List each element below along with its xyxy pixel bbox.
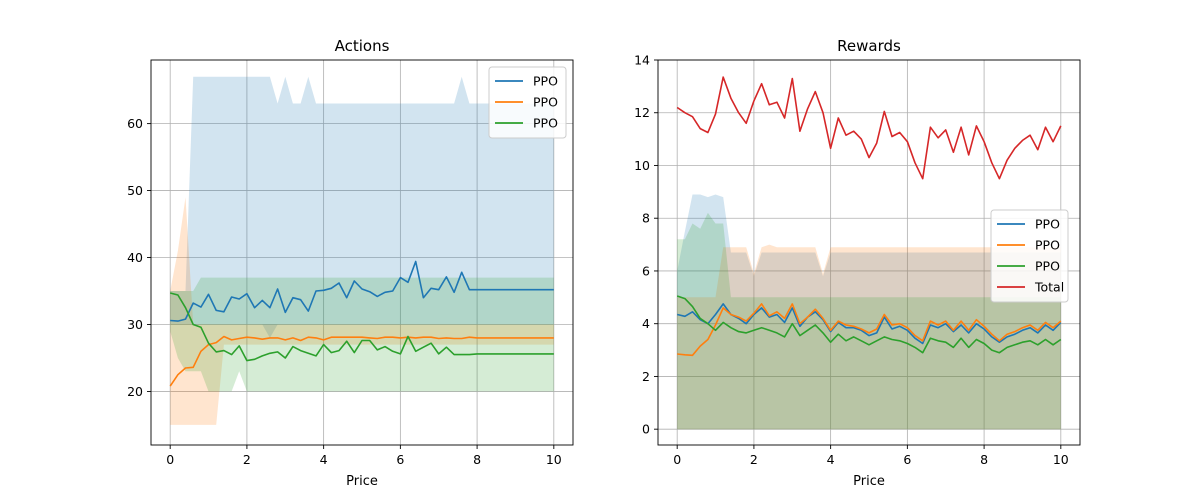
- x-tick-label: 2: [750, 452, 758, 467]
- line-series-2: [677, 303, 1062, 357]
- line-series-1: [170, 260, 554, 322]
- x-axis-label: Price: [346, 474, 378, 489]
- y-tick-label: 2: [642, 369, 650, 384]
- x-tick-label: 10: [1053, 452, 1069, 467]
- plot-area: [676, 76, 1062, 430]
- band-series-2: [170, 197, 554, 425]
- y-tick-label: 8: [642, 211, 650, 226]
- band-series-1: [677, 194, 1061, 430]
- legend-label: PPO: [533, 116, 558, 131]
- x-tick-label: 4: [320, 452, 328, 467]
- legend-label: Total: [1034, 280, 1064, 295]
- line-series-3: [676, 295, 1062, 354]
- chart-title: Rewards: [837, 37, 901, 55]
- legend-box: [990, 209, 1069, 303]
- x-tick-label: 10: [546, 452, 562, 467]
- y-tick-label: 20: [127, 384, 143, 399]
- panel-1: 0 2 4 6 8 10 20 30 40 50 60 Actions Price PPO PPO PPO: [127, 37, 574, 489]
- x-tick-label: 0: [673, 452, 681, 467]
- y-tick-label: 4: [642, 316, 650, 331]
- axes-frame: [657, 59, 1081, 446]
- legend-label: PPO: [1035, 217, 1060, 232]
- y-tick-label: 30: [127, 317, 143, 332]
- legend-box: [488, 66, 567, 139]
- legend: PPO PPO PPO: [488, 66, 567, 139]
- plot-area: [169, 76, 554, 425]
- chart-title: Actions: [335, 37, 390, 55]
- line-series-2: [169, 335, 554, 387]
- y-tick-label: 50: [127, 183, 143, 198]
- legend-label: PPO: [533, 95, 558, 110]
- x-tick-label: 6: [903, 452, 911, 467]
- x-tick-label: 8: [473, 452, 481, 467]
- x-tick-label: 4: [827, 452, 835, 467]
- axes-frame: [150, 59, 574, 446]
- y-tick-label: 14: [634, 53, 650, 68]
- line-series-4: [676, 76, 1062, 180]
- legend: PPO PPO PPO Total: [990, 209, 1069, 303]
- y-tick-label: 0: [642, 422, 650, 437]
- y-tick-label: 12: [634, 105, 650, 120]
- band-series-3: [677, 212, 1061, 430]
- band-series-3: [170, 277, 554, 392]
- line-series-3: [169, 292, 554, 362]
- y-tick-label: 10: [634, 158, 650, 173]
- legend-label: PPO: [533, 74, 558, 89]
- line-series-1: [677, 303, 1062, 345]
- band-series-2: [677, 244, 1061, 430]
- y-tick-label: 6: [642, 263, 650, 278]
- x-axis-label: Price: [853, 474, 885, 489]
- x-tick-label: 6: [396, 452, 404, 467]
- x-tick-label: 2: [243, 452, 251, 467]
- panel-2: 0 2 4 6 8 10 0 2 4 6 8 10 12 14 Rewards Price PPO PPO PPO T…: [634, 37, 1081, 489]
- x-tick-label: 0: [166, 452, 174, 467]
- legend-label: PPO: [1035, 238, 1060, 253]
- y-tick-label: 40: [127, 250, 143, 265]
- y-tick-label: 60: [127, 116, 143, 131]
- band-series-1: [170, 76, 554, 338]
- legend-label: PPO: [1035, 259, 1060, 274]
- x-tick-label: 8: [980, 452, 988, 467]
